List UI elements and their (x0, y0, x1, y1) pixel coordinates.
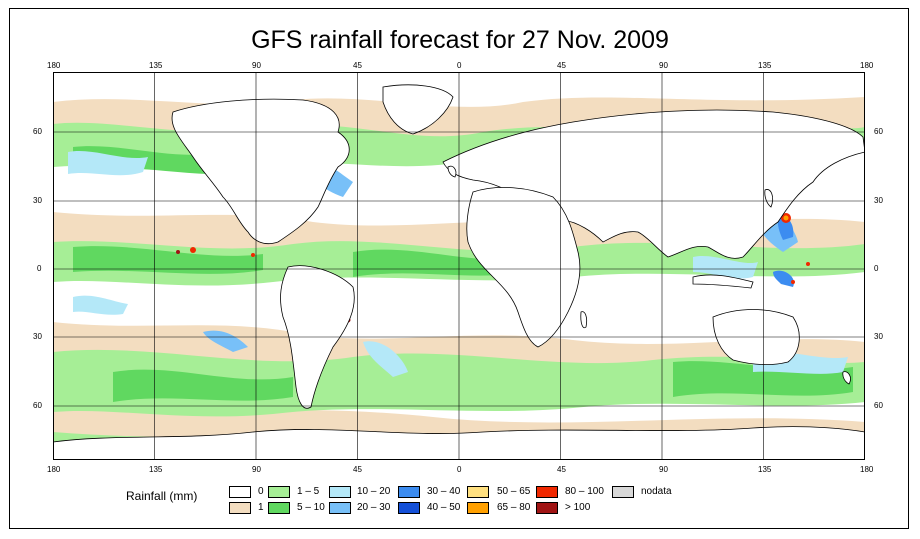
legend-swatch-9 (467, 502, 489, 514)
legend-label: 5 – 10 (297, 502, 325, 513)
top-lon-label: 180 (47, 61, 61, 70)
legend-label: 20 – 30 (357, 502, 391, 513)
top-lon-label: 0 (457, 61, 462, 70)
top-lon-label: 90 (252, 61, 261, 70)
top-lon-label: 135 (149, 61, 163, 70)
legend-swatch-3 (268, 502, 290, 514)
bottom-lon-label: 135 (149, 465, 163, 474)
top-lon-label: 135 (758, 61, 772, 70)
legend-label: 50 – 65 (497, 486, 531, 497)
left-lat-label: 30 (33, 332, 42, 341)
legend-label: 1 – 5 (297, 486, 320, 497)
legend-swatch-11 (536, 502, 558, 514)
top-lon-label: 180 (860, 61, 874, 70)
legend-swatch-2 (268, 486, 290, 498)
figure-frame (9, 8, 909, 529)
legend-label: 0 (258, 486, 264, 497)
legend-label: 65 – 80 (497, 502, 531, 513)
bottom-lon-label: 90 (659, 465, 668, 474)
legend-swatch-1 (229, 502, 251, 514)
bottom-lon-label: 45 (353, 465, 362, 474)
top-lon-label: 90 (659, 61, 668, 70)
right-lat-label: 60 (874, 401, 883, 410)
bottom-lon-label: 0 (457, 465, 462, 474)
bottom-lon-label: 135 (758, 465, 772, 474)
legend-label: 10 – 20 (357, 486, 391, 497)
left-lat-label: 60 (33, 401, 42, 410)
left-lat-label: 30 (33, 196, 42, 205)
left-lat-label: 0 (37, 264, 42, 273)
legend-swatch-10 (536, 486, 558, 498)
legend-title: Rainfall (mm) (126, 489, 198, 503)
legend-swatch-7 (398, 502, 420, 514)
graticule (53, 72, 865, 460)
left-lat-label: 60 (33, 127, 42, 136)
legend-swatch-5 (329, 502, 351, 514)
legend-swatch-8 (467, 486, 489, 498)
bottom-lon-label: 180 (860, 465, 874, 474)
bottom-lon-label: 90 (252, 465, 261, 474)
legend-swatch-4 (329, 486, 351, 498)
right-lat-label: 30 (874, 332, 883, 341)
legend-swatch-6 (398, 486, 420, 498)
legend-label: > 100 (565, 502, 591, 513)
legend-label: 40 – 50 (427, 502, 461, 513)
right-lat-label: 60 (874, 127, 883, 136)
legend-swatch-12 (612, 486, 634, 498)
right-lat-label: 0 (874, 264, 879, 273)
legend-label: 80 – 100 (565, 486, 604, 497)
legend-label: nodata (641, 486, 672, 497)
bottom-lon-label: 45 (557, 465, 566, 474)
top-lon-label: 45 (557, 61, 566, 70)
legend-label: 30 – 40 (427, 486, 461, 497)
top-lon-label: 45 (353, 61, 362, 70)
right-lat-label: 30 (874, 196, 883, 205)
legend-swatch-0 (229, 486, 251, 498)
map-title: GFS rainfall forecast for 27 Nov. 2009 (251, 26, 669, 54)
rainfall-map (53, 72, 865, 460)
bottom-lon-label: 180 (47, 465, 61, 474)
legend-label: 1 (258, 502, 264, 513)
